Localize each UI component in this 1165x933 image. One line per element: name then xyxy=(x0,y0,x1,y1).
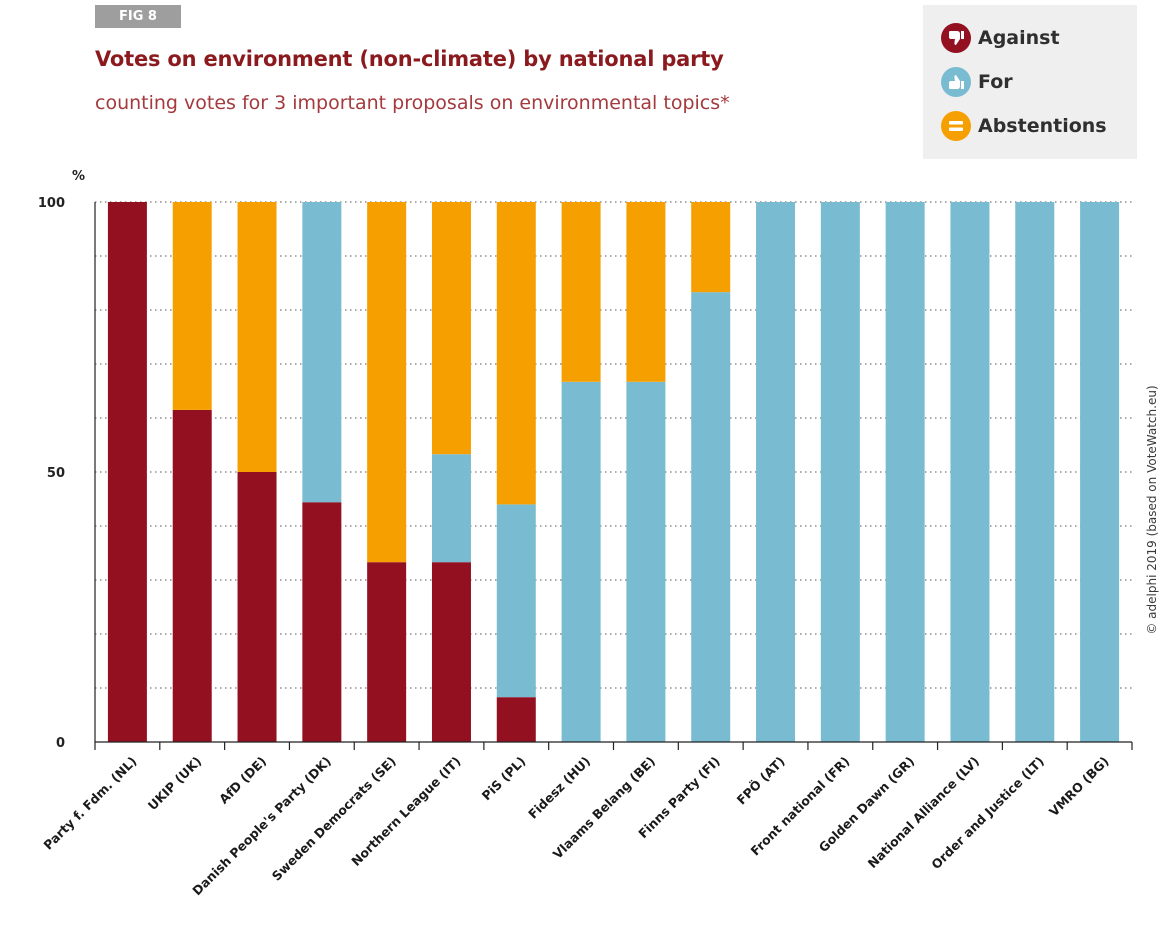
bar-segment-for xyxy=(431,454,471,563)
x-tick-label: Party f. Fdm. (NL) xyxy=(40,754,139,853)
y-tick-label: 100 xyxy=(38,196,65,211)
bar-segment-abstentions xyxy=(626,202,666,382)
x-tick-label: UKIP (UK) xyxy=(145,754,205,814)
bar-segment-against xyxy=(367,562,407,742)
legend-label-for: For xyxy=(978,71,1013,93)
bar-segment-for xyxy=(1080,202,1120,742)
bar-segment-against xyxy=(431,562,471,742)
legend-label-against: Against xyxy=(978,27,1060,49)
thumbs-down-icon xyxy=(941,23,971,53)
legend-label-abstentions: Abstentions xyxy=(978,115,1107,137)
bar-segment-against xyxy=(237,472,277,742)
y-tick-label: 50 xyxy=(47,466,65,481)
bar-segment-against xyxy=(107,202,147,742)
bar-segment-for xyxy=(302,202,342,503)
x-tick-label: National Alliance (LV) xyxy=(865,754,983,872)
bar-segment-for xyxy=(691,292,731,742)
bar-segment-abstentions xyxy=(496,202,536,505)
x-tick-label: Fidesz (HU) xyxy=(525,754,593,822)
bar-segment-abstentions xyxy=(561,202,601,382)
x-tick-label: VMRO (BG) xyxy=(1046,754,1112,820)
bar-segment-for xyxy=(885,202,925,742)
chart-subtitle: counting votes for 3 important proposals… xyxy=(95,92,730,114)
bar-segment-abstentions xyxy=(172,202,212,410)
legend-item-for: For xyxy=(941,67,1013,97)
bar-segment-abstentions xyxy=(237,202,277,472)
bar-segment-for xyxy=(756,202,796,742)
x-tick-label: Danish People's Party (DK) xyxy=(189,754,334,899)
x-tick-label: PiS (PL) xyxy=(479,754,529,804)
x-tick-label: Northern League (IT) xyxy=(348,754,463,869)
copyright-text: © adelphi 2019 (based on VoteWatch.eu) xyxy=(1145,385,1159,635)
thumbs-up-icon xyxy=(941,67,971,97)
chart-title: Votes on environment (non-climate) by na… xyxy=(95,47,724,71)
x-tick-label: Sweden Democrats (SE) xyxy=(269,754,399,884)
x-tick-label: AfD (DE) xyxy=(216,754,269,807)
figure-badge: FIG 8 xyxy=(95,5,181,28)
bar-segment-against xyxy=(172,409,212,742)
y-tick-label: 0 xyxy=(56,736,65,751)
bar-segment-against xyxy=(496,697,536,742)
bar-segment-for xyxy=(626,381,666,742)
bar-segment-abstentions xyxy=(367,202,407,563)
legend-item-abstentions: Abstentions xyxy=(941,111,1107,141)
bar-segment-for xyxy=(950,202,990,742)
x-tick-label: Order and Justice (LT) xyxy=(928,754,1047,873)
equals-icon xyxy=(941,111,971,141)
bar-segment-for xyxy=(820,202,860,742)
y-axis-unit: % xyxy=(72,169,85,184)
bar-segment-abstentions xyxy=(431,202,471,455)
legend-item-against: Against xyxy=(941,23,1060,53)
bar-segment-for xyxy=(1015,202,1055,742)
bar-segment-against xyxy=(302,502,342,742)
x-tick-label: FPÖ (AT) xyxy=(734,754,788,808)
bar-segment-for xyxy=(496,504,536,698)
legend: Against For Abstentions xyxy=(923,5,1137,159)
bar-segment-abstentions xyxy=(691,202,731,293)
bar-segment-for xyxy=(561,381,601,742)
